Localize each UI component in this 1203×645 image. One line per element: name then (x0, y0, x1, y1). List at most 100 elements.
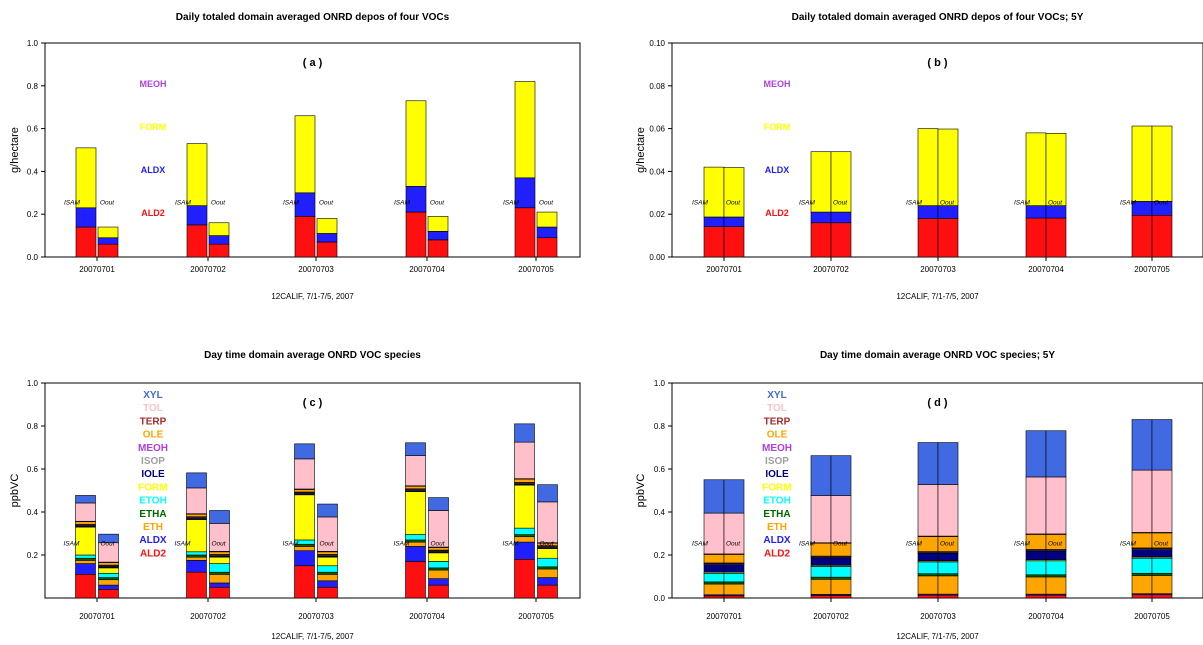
legend-entry-meoh: MEOH (138, 443, 168, 454)
x-axis-label: 12CALIF, 7/1-7/5, 2007 (271, 292, 354, 301)
legend-entry-xyl: XYL (767, 390, 786, 401)
legend-entry-form: FORM (138, 482, 167, 493)
bar-segment-tol (723, 512, 745, 555)
bar-segment-ald2 (703, 595, 725, 599)
bar-series-label: ISAM (64, 540, 80, 547)
bar-segment-etoh (98, 572, 119, 578)
y-tick-label: 0.2 (654, 551, 666, 560)
bar-segment-etha (209, 571, 230, 575)
bar-segment-aldx (75, 563, 96, 575)
bar-segment-eth (1151, 575, 1173, 594)
bar-segment-aldx (317, 580, 338, 588)
bar-segment-aldx (208, 235, 230, 245)
bar-segment-iole (703, 564, 725, 573)
bar-segment-form (723, 167, 745, 218)
y-tick-label: 0.08 (649, 82, 665, 91)
bar-series-label: ISAM (503, 200, 519, 207)
bar-segment-ald2 (75, 574, 96, 599)
bar-segment-aldx (536, 226, 558, 239)
legend-entry-iole: IOLE (141, 469, 165, 480)
bar-segment-form (1131, 125, 1153, 202)
chart-panel-b: Daily totaled domain averaged ONRD depos… (635, 12, 1203, 301)
x-tick-label: 20070705 (1134, 265, 1170, 274)
bar-segment-xyl (830, 455, 852, 496)
x-tick-label: 20070701 (706, 265, 742, 274)
bar-segment-aldx (537, 577, 558, 586)
bar-segment-etoh (1025, 560, 1047, 576)
bar-segment-tol (1151, 469, 1173, 533)
bar-segment-ald2 (1131, 594, 1153, 599)
bar-segment-form (317, 556, 338, 567)
panel-label: ( a ) (303, 57, 323, 69)
bar-segment-etoh (830, 566, 852, 578)
bar-segment-etoh (75, 554, 96, 559)
y-tick-label: 0.8 (654, 422, 666, 431)
bar-segment-iole (1151, 549, 1173, 558)
bar-segment-ald2 (537, 584, 558, 599)
legend-entry-ald2: ALD2 (764, 548, 791, 559)
bar-segment-etoh (937, 561, 959, 575)
bar-segment-tol (514, 441, 535, 479)
x-tick-label: 20070705 (518, 265, 554, 274)
bar-segment-form (208, 222, 230, 236)
bar-segment-ald2 (1131, 214, 1153, 258)
bar-segment-ald2 (75, 226, 97, 258)
bar-segment-etha (1131, 572, 1153, 576)
bar-segment-form (405, 491, 426, 535)
y-tick-label: 0.4 (27, 508, 39, 517)
bar-series-label: Oout (540, 540, 555, 547)
bar-segment-etha (830, 576, 852, 580)
legend-entry-etoh: ETOH (763, 496, 791, 507)
bar-segment-aldx (703, 216, 725, 227)
bar-segment-etha (98, 577, 119, 581)
bar-segment-tol (703, 512, 725, 555)
bar-segment-etha (723, 581, 745, 585)
bar-segment-eth (209, 574, 230, 584)
bar-segment-form (1025, 132, 1047, 206)
bar-segment-xyl (405, 442, 426, 456)
bar-segment-ald2 (810, 222, 832, 258)
bar-segment-form (830, 151, 852, 213)
bar-segment-ald2 (1151, 214, 1173, 258)
bar-segment-etoh (723, 572, 745, 583)
bar-segment-etoh (810, 566, 832, 578)
bar-segment-etoh (1151, 557, 1173, 574)
bar-segment-ole (405, 485, 426, 490)
bar-segment-etha (1045, 574, 1067, 578)
bar-segment-etoh (703, 572, 725, 583)
legend-entry-isop: ISOP (765, 456, 789, 467)
bar-segment-ole (98, 562, 119, 566)
bar-segment-ald2 (98, 589, 119, 599)
bar-segment-form (537, 548, 558, 559)
bar-series-label: ISAM (906, 200, 922, 207)
y-axis-label: g/hectare (635, 127, 647, 173)
bar-series-label: Oout (940, 540, 955, 547)
bar-segment-iole (723, 564, 745, 573)
legend-entry-meoh: MEOH (762, 443, 792, 454)
bar-segment-aldx (428, 578, 449, 586)
bar-segment-xyl (209, 510, 230, 524)
bar-segment-iole (830, 557, 852, 566)
bar-series-label: Oout (319, 200, 334, 207)
y-tick-label: 0.10 (649, 39, 665, 48)
bar-segment-tol (937, 484, 959, 537)
bar-segment-tol (294, 458, 315, 490)
bar-segment-tol (186, 487, 207, 515)
bar-series-label: Oout (539, 200, 554, 207)
x-tick-label: 20070702 (813, 265, 849, 274)
bar-segment-form (937, 128, 959, 206)
chart-panel-c: Day time domain average ONRD VOC species… (9, 350, 581, 641)
bar-segment-xyl (186, 472, 207, 489)
bar-segment-form (428, 552, 449, 562)
y-tick-label: 0.0 (27, 253, 39, 262)
x-tick-label: 20070704 (409, 612, 445, 621)
bar-segment-etoh (186, 551, 207, 556)
bar-segment-aldx (1045, 205, 1067, 219)
bar-segment-etha (75, 557, 96, 561)
bar-segment-ald2 (723, 595, 745, 599)
bar-series-label: Oout (940, 200, 955, 207)
bar-segment-xyl (537, 484, 558, 503)
bar-series-label: Oout (726, 200, 741, 207)
bar-series-label: ISAM (175, 540, 191, 547)
